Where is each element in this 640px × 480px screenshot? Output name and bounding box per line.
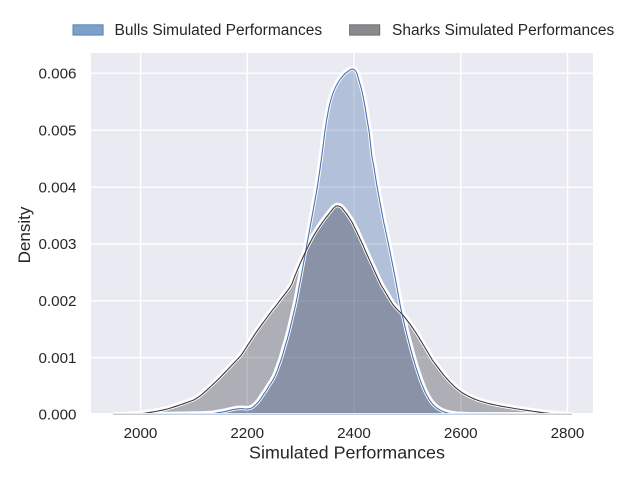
svg-text:0.000: 0.000 <box>38 407 76 424</box>
svg-text:0.004: 0.004 <box>38 179 76 196</box>
svg-text:Simulated Performances: Simulated Performances <box>249 443 445 463</box>
svg-text:2000: 2000 <box>124 425 158 442</box>
svg-text:0.003: 0.003 <box>38 236 76 253</box>
svg-text:0.005: 0.005 <box>38 122 76 139</box>
svg-text:2600: 2600 <box>444 425 478 442</box>
svg-text:2400: 2400 <box>337 425 371 442</box>
svg-text:2200: 2200 <box>230 425 264 442</box>
svg-text:0.001: 0.001 <box>38 350 76 367</box>
svg-text:Density: Density <box>15 206 34 263</box>
svg-text:Sharks Simulated Performances: Sharks Simulated Performances <box>392 22 615 39</box>
svg-text:Bulls Simulated Performances: Bulls Simulated Performances <box>115 22 323 39</box>
svg-text:2800: 2800 <box>551 425 585 442</box>
svg-text:0.006: 0.006 <box>38 65 76 82</box>
svg-text:0.002: 0.002 <box>38 293 76 310</box>
